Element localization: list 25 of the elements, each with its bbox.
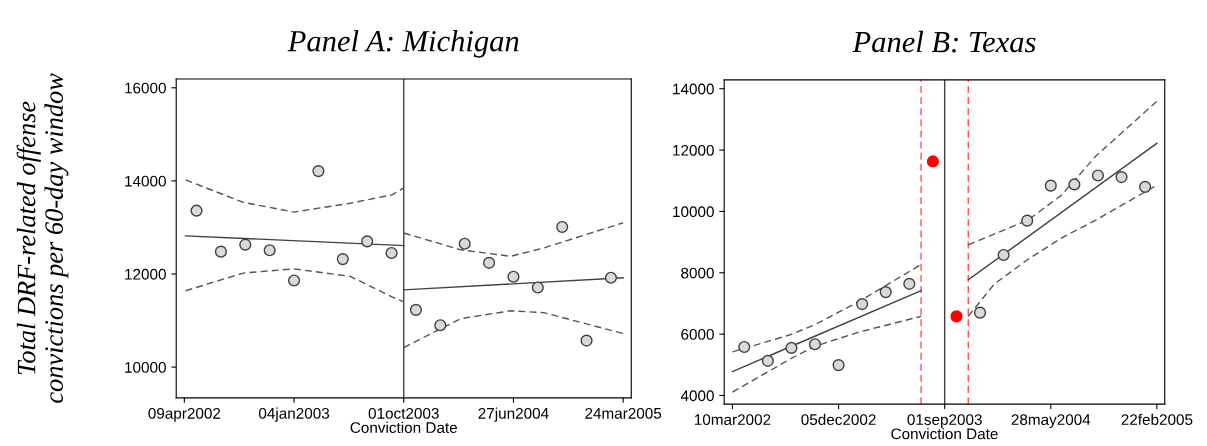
x-tick-label: 27jun2004 [478,407,549,422]
y-tick-label: 10000 [125,361,166,373]
y-tick-label: 10000 [673,206,714,218]
x-tick-label: 22feb2005 [1121,413,1193,426]
chart-title: Panel B: Texas [852,30,1036,53]
y-tick-label: 14000 [125,175,166,187]
x-tick-label: 28may2004 [1011,414,1091,429]
x-tick-label: 10mar2002 [694,414,771,426]
y-tick-label: 8000 [681,267,714,279]
y-tick-label: 16000 [125,82,166,94]
x-tick-label: 01sep2003 [907,414,982,429]
x-tick-label: 01oct2003 [368,407,439,419]
x-axis-title: Conviction Date [891,428,998,440]
chart-title: Panel A: Michigan [287,29,519,58]
y-tick-label: 14000 [673,83,714,95]
x-tick-label: 05dec2002 [801,413,876,426]
y-tick-label: 12000 [125,268,166,280]
x-axis-title: Conviction Date [350,421,457,434]
y-tick-label: 4000 [680,390,714,402]
x-tick-label: 24mar2005 [585,407,662,419]
y-tick-label: 12000 [673,144,714,156]
x-tick-label: 09apr2002 [148,407,221,422]
y-tick-label: 6000 [681,329,714,340]
x-tick-label: 04jan2003 [258,407,330,422]
y-axis-title: Total DRF-related offense convictions per 60-day window [16,73,69,403]
